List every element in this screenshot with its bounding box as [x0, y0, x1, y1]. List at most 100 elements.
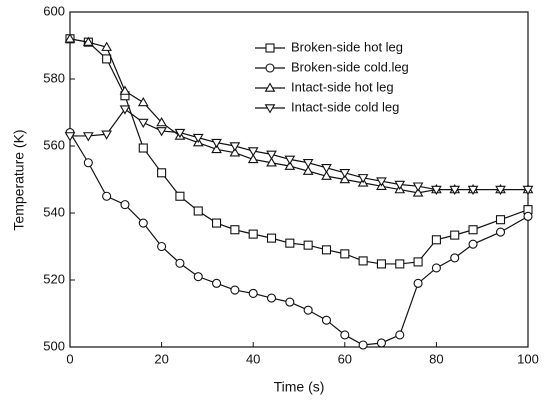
- data-point: [413, 278, 423, 288]
- data-point: [321, 245, 332, 255]
- data-point: [395, 259, 405, 269]
- y-tick-label: 540: [43, 204, 65, 219]
- data-point: [394, 180, 406, 191]
- data-point: [376, 338, 386, 348]
- data-point: [247, 153, 259, 164]
- data-point: [303, 305, 313, 315]
- legend-marker: [264, 104, 276, 114]
- data-point: [302, 159, 314, 169]
- data-point: [495, 215, 506, 225]
- data-point: [137, 118, 149, 129]
- data-point: [193, 272, 203, 282]
- data-point: [102, 191, 112, 201]
- x-tick-label: 20: [154, 351, 168, 366]
- data-point: [450, 253, 460, 263]
- data-point: [266, 150, 277, 160]
- data-point: [358, 256, 368, 266]
- data-point: [302, 165, 314, 175]
- data-point: [431, 263, 441, 273]
- data-point: [303, 240, 313, 250]
- data-point: [192, 133, 204, 144]
- y-tick-label: 560: [43, 137, 65, 152]
- legend-label: Broken-side hot leg: [291, 39, 403, 54]
- data-point: [82, 132, 94, 142]
- data-point: [449, 185, 461, 196]
- data-point: [412, 182, 424, 192]
- data-point: [248, 229, 258, 239]
- data-point: [230, 285, 240, 295]
- y-tick-label: 500: [43, 338, 65, 353]
- legend-label: Intact-side hot leg: [291, 79, 394, 94]
- data-point: [211, 143, 222, 154]
- data-point: [357, 174, 369, 184]
- x-tick-label: 40: [246, 351, 260, 366]
- legend-label: Intact-side cold leg: [291, 99, 399, 114]
- data-point: [450, 230, 460, 240]
- data-point: [211, 138, 222, 149]
- data-point: [138, 218, 148, 228]
- data-point: [522, 185, 534, 196]
- data-point: [83, 158, 93, 168]
- data-point: [120, 200, 130, 210]
- data-point: [248, 288, 258, 298]
- legend-marker: [265, 63, 275, 73]
- y-tick-label: 600: [43, 3, 65, 18]
- x-tick-label: 0: [66, 351, 73, 366]
- data-point: [467, 185, 479, 196]
- data-point: [212, 218, 222, 228]
- y-tick-label: 580: [43, 70, 65, 85]
- data-point: [174, 128, 186, 139]
- data-point: [358, 340, 368, 350]
- data-point: [157, 168, 167, 178]
- data-point: [340, 330, 350, 340]
- data-point: [339, 174, 351, 184]
- legend-marker: [265, 43, 275, 53]
- data-point: [82, 36, 94, 46]
- data-point: [119, 85, 131, 95]
- data-point: [266, 157, 277, 167]
- y-tick-label: 520: [43, 271, 65, 286]
- data-point: [156, 117, 167, 127]
- data-point: [468, 225, 478, 235]
- plot-frame: [69, 11, 529, 348]
- data-point: [495, 185, 506, 196]
- data-point: [193, 206, 203, 216]
- data-point: [138, 143, 148, 153]
- data-point: [229, 142, 241, 152]
- data-point: [412, 187, 424, 197]
- data-point: [339, 169, 351, 179]
- data-point: [175, 191, 185, 201]
- data-point: [395, 330, 405, 340]
- data-point: [321, 170, 332, 180]
- data-point: [175, 258, 185, 268]
- series-line: [69, 132, 529, 346]
- legend-label: Broken-side cold.leg: [291, 59, 409, 74]
- data-point: [284, 160, 296, 170]
- data-point: [102, 54, 112, 64]
- x-axis-label: Time (s): [274, 379, 325, 395]
- data-point: [431, 185, 442, 196]
- data-point: [431, 235, 441, 245]
- data-point: [413, 257, 423, 267]
- data-point: [321, 164, 332, 174]
- data-point: [376, 259, 386, 269]
- data-point: [229, 147, 241, 157]
- data-point: [137, 96, 149, 107]
- data-point: [266, 233, 277, 243]
- data-point: [495, 227, 506, 237]
- data-point: [212, 278, 222, 288]
- legend-marker: [264, 82, 276, 92]
- data-point: [230, 225, 240, 235]
- data-point: [156, 127, 167, 137]
- data-point: [523, 211, 533, 221]
- series-line: [70, 108, 528, 191]
- y-axis-label: Temperature (K): [11, 129, 27, 230]
- data-point: [285, 297, 295, 307]
- data-point: [285, 238, 295, 248]
- data-point: [247, 147, 259, 157]
- data-point: [340, 249, 350, 259]
- data-point: [266, 293, 277, 303]
- x-tick-label: 80: [429, 351, 443, 366]
- x-tick-label: 100: [517, 351, 539, 366]
